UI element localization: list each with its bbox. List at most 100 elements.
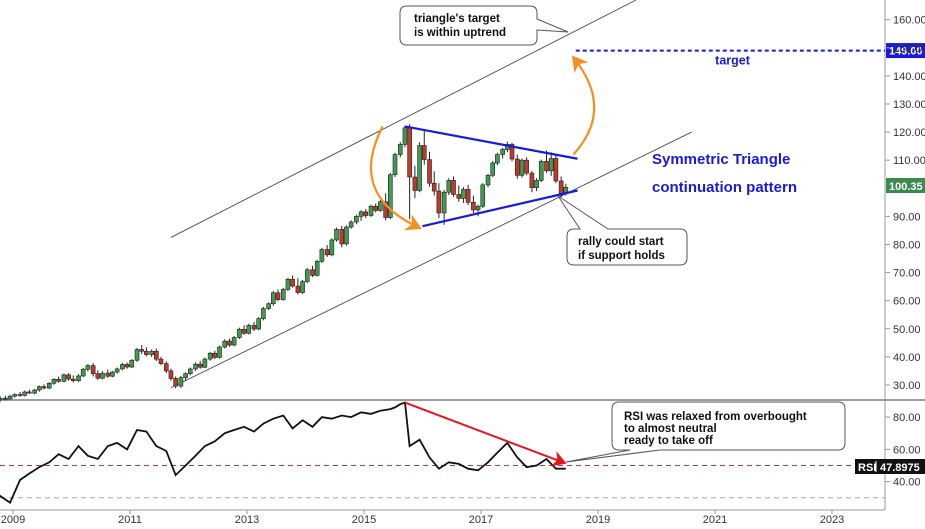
candle — [392, 152, 398, 178]
candle — [27, 389, 32, 394]
candle — [495, 152, 500, 166]
candle-body — [300, 281, 305, 293]
callout-line-3: ready to take off — [624, 435, 713, 447]
candle — [314, 259, 320, 277]
candle — [421, 130, 427, 165]
candle — [295, 278, 301, 295]
candle-body — [256, 318, 262, 330]
candle-body — [114, 368, 120, 373]
candle — [202, 357, 208, 369]
candle-body — [212, 352, 218, 358]
triangle-lower-line — [422, 189, 578, 228]
candle — [231, 336, 237, 347]
callout-rally: rally could start if support holds — [557, 195, 688, 266]
price-axis-ticks: 30.00 40.00 50.00 60.00 70.00 80.00 90.00 110.0… — [885, 15, 925, 392]
candle — [519, 158, 525, 178]
candle-body — [124, 364, 130, 368]
candle-body — [163, 363, 169, 372]
target-label: target — [715, 54, 751, 68]
candle — [95, 370, 101, 380]
target-group: target 149.00 — [575, 43, 925, 68]
candle-body — [285, 278, 291, 290]
candle-body — [324, 249, 330, 256]
candle-body — [46, 382, 52, 389]
candle-body — [120, 364, 125, 370]
candle — [354, 214, 359, 225]
candle — [32, 388, 37, 395]
candle — [70, 375, 76, 383]
candle — [373, 203, 379, 213]
candle-body — [383, 201, 388, 218]
price-tick-label: 130.00 — [893, 99, 925, 111]
candle-body — [207, 352, 213, 360]
candle-body — [227, 340, 232, 346]
candle — [222, 339, 228, 349]
candle — [178, 375, 184, 388]
candle-body — [70, 378, 76, 382]
candle — [304, 268, 310, 284]
price-tick-label: 50.00 — [893, 324, 921, 336]
triangle-pattern — [369, 55, 596, 231]
price-tick-label: 60.00 — [893, 296, 921, 308]
candle — [197, 360, 203, 369]
x-axis-ticks: 2009 2011 2013 2015 2017 2019 2021 2023 — [1, 510, 844, 526]
last-price-bg — [886, 178, 925, 193]
candle-body — [427, 159, 432, 184]
candle — [514, 154, 520, 179]
candle-body — [110, 371, 115, 377]
candle-body — [95, 373, 101, 379]
candle-body — [251, 325, 257, 330]
candles-group — [0, 124, 569, 402]
candle — [397, 142, 403, 158]
candle-body — [90, 365, 96, 375]
candle — [319, 247, 325, 264]
candle-body — [407, 127, 412, 178]
candle — [139, 345, 144, 355]
candle-body — [358, 211, 364, 217]
candle-body — [417, 145, 422, 191]
candle-body — [12, 394, 18, 397]
candle — [427, 151, 432, 187]
candle-body — [193, 363, 198, 370]
candle — [3, 395, 8, 401]
candle — [280, 287, 286, 301]
candle-body — [314, 261, 320, 276]
candle-body — [354, 216, 359, 223]
candle — [275, 289, 281, 302]
candle — [37, 385, 42, 392]
x-tick-label: 2019 — [586, 514, 610, 524]
rsi-value-tag: RSI 47.8975 — [855, 459, 925, 474]
price-tick-label: 90.00 — [893, 211, 921, 223]
candle-body — [558, 180, 564, 194]
last-price-tag: 100.35 — [886, 178, 925, 193]
rsi-tick-label: 60.00 — [893, 444, 921, 456]
price-tick-label: 110.00 — [893, 155, 925, 167]
candle-body — [348, 221, 354, 228]
candle — [524, 157, 529, 176]
x-tick-label: 2015 — [352, 514, 376, 524]
candle — [538, 159, 544, 183]
candle-body — [183, 373, 188, 378]
candle — [56, 376, 61, 383]
rsi-tick-label: 80.00 — [893, 412, 921, 424]
candle-body — [261, 308, 266, 319]
callout-line-2: to almost neutral — [624, 423, 717, 435]
candle-body — [158, 358, 164, 364]
candle — [193, 362, 198, 371]
candle-body — [275, 292, 281, 300]
candle-body — [129, 359, 135, 368]
candle — [0, 396, 3, 402]
pattern-title-line-1: Symmetric Triangle — [652, 151, 790, 168]
candle-body — [456, 194, 462, 199]
x-tick-label: 2009 — [1, 514, 25, 524]
candle-body — [397, 144, 403, 155]
candle-body — [514, 158, 520, 176]
candle-body — [56, 379, 61, 382]
price-tick-label: 40.00 — [893, 352, 921, 364]
candle — [256, 316, 262, 331]
candle-body — [553, 158, 559, 182]
candle-body — [334, 228, 339, 241]
candle — [500, 147, 505, 159]
last-price-label: 100.35 — [889, 181, 923, 193]
candle — [22, 390, 28, 397]
